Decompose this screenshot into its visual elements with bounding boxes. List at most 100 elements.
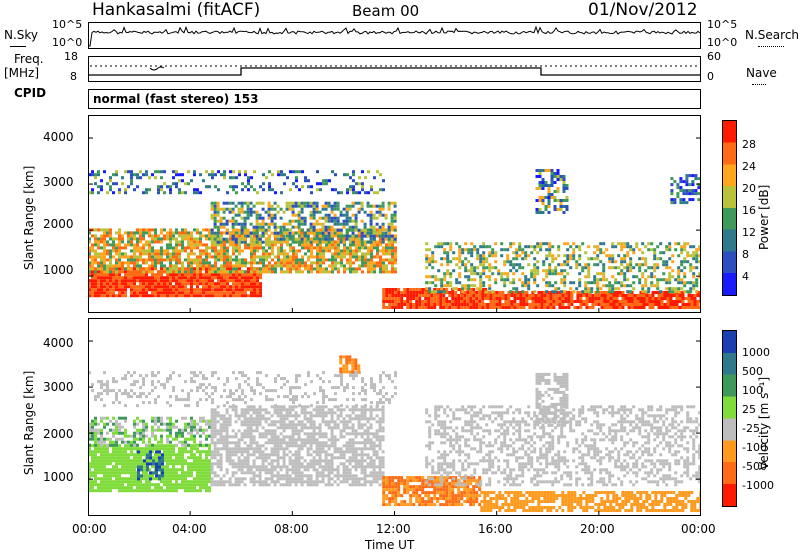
power-cell: [343, 249, 346, 253]
power-cell: [256, 267, 259, 271]
power-cell: [298, 170, 301, 174]
power-cell: [163, 279, 166, 283]
power-cell: [322, 246, 325, 250]
velocity-cell: [109, 489, 112, 493]
velocity-cell: [210, 411, 214, 415]
power-cell: [196, 279, 199, 283]
velocity-cell: [202, 480, 205, 484]
velocity-cell: [160, 428, 163, 432]
power-cell: [298, 264, 301, 268]
power-cell: [217, 276, 220, 280]
power-cell: [334, 261, 337, 265]
power-cell: [425, 248, 429, 252]
power-cell: [623, 275, 627, 279]
power-cell: [280, 264, 283, 268]
power-cell: [692, 251, 696, 255]
power-cell: [527, 281, 531, 285]
power-cell: [154, 255, 157, 259]
power-cell: [318, 240, 322, 244]
power-cell: [310, 255, 313, 259]
power-cell: [488, 269, 492, 273]
velocity-cell: [100, 437, 103, 441]
power-cell: [653, 248, 657, 252]
power-cbar-tick-8: 8: [742, 248, 749, 261]
power-cell: [624, 300, 628, 303]
power-cell: [539, 245, 543, 249]
power-cell: [133, 237, 136, 241]
velocity-cell: [148, 440, 151, 444]
power-cell: [680, 251, 684, 255]
power-cell: [115, 285, 118, 289]
power-cell: [121, 267, 124, 271]
velocity-cell: [196, 474, 199, 478]
power-cell: [393, 216, 397, 220]
velocity-cell: [97, 471, 100, 475]
power-cell: [382, 291, 386, 294]
power-cell: [169, 288, 172, 292]
power-cell: [442, 306, 446, 309]
power-cell: [145, 282, 148, 286]
power-cell: [501, 303, 505, 306]
power-cell: [232, 170, 235, 174]
velocity-cell: [112, 453, 115, 457]
power-cell: [292, 246, 295, 250]
power-cell: [425, 254, 429, 258]
velocity-cell: [121, 440, 124, 444]
power-ylabel: Slant Range [km]: [22, 165, 36, 270]
velocity-cell: [175, 462, 178, 466]
power-cell: [372, 204, 376, 208]
power-cell: [346, 246, 349, 250]
velocity-cell: [133, 440, 136, 444]
power-cell: [214, 243, 217, 247]
velocity-cell: [91, 437, 94, 441]
power-cell: [348, 225, 352, 229]
power-cell: [525, 297, 529, 300]
power-cell: [421, 288, 425, 291]
power-cell: [115, 264, 118, 268]
power-cell: [256, 249, 259, 253]
power-cell: [662, 278, 666, 282]
velocity-cell: [237, 444, 241, 448]
power-cell: [196, 243, 199, 247]
power-cell: [534, 300, 538, 303]
power-cell: [139, 288, 142, 292]
power-cell: [94, 294, 97, 298]
power-cell: [190, 264, 193, 268]
power-cell: [579, 297, 583, 300]
power-cell: [482, 263, 486, 267]
power-cell: [428, 257, 432, 261]
power-cell: [397, 291, 401, 294]
power-cell: [97, 288, 100, 292]
power-cell: [565, 199, 569, 202]
power-cell: [506, 260, 510, 264]
power-cell: [689, 245, 693, 249]
power-cell: [216, 231, 220, 235]
power-cell: [533, 272, 537, 276]
velocity-cell: [202, 483, 205, 487]
power-cell: [503, 284, 507, 288]
velocity-cell: [190, 468, 193, 472]
power-cell: [680, 281, 684, 285]
power-cell: [673, 180, 677, 184]
power-cell: [391, 297, 395, 300]
power-cell: [538, 184, 542, 187]
power-cell: [489, 306, 493, 309]
power-cell: [115, 288, 118, 292]
power-cell: [208, 228, 211, 232]
power-cell: [130, 282, 133, 286]
power-cell: [94, 273, 97, 277]
power-cell: [550, 193, 554, 196]
power-cell: [178, 240, 181, 244]
power-cell: [232, 243, 235, 247]
power-cbar-tick-28: 28: [742, 138, 756, 151]
power-cell: [208, 255, 211, 259]
power-cell: [385, 252, 388, 256]
power-cell: [668, 278, 672, 282]
power-cell: [600, 297, 604, 300]
power-cell: [214, 282, 217, 286]
power-cell: [88, 255, 91, 259]
power-cell: [384, 216, 388, 220]
power-cell: [346, 258, 349, 262]
power-cell: [313, 267, 316, 271]
power-cell: [659, 257, 663, 261]
